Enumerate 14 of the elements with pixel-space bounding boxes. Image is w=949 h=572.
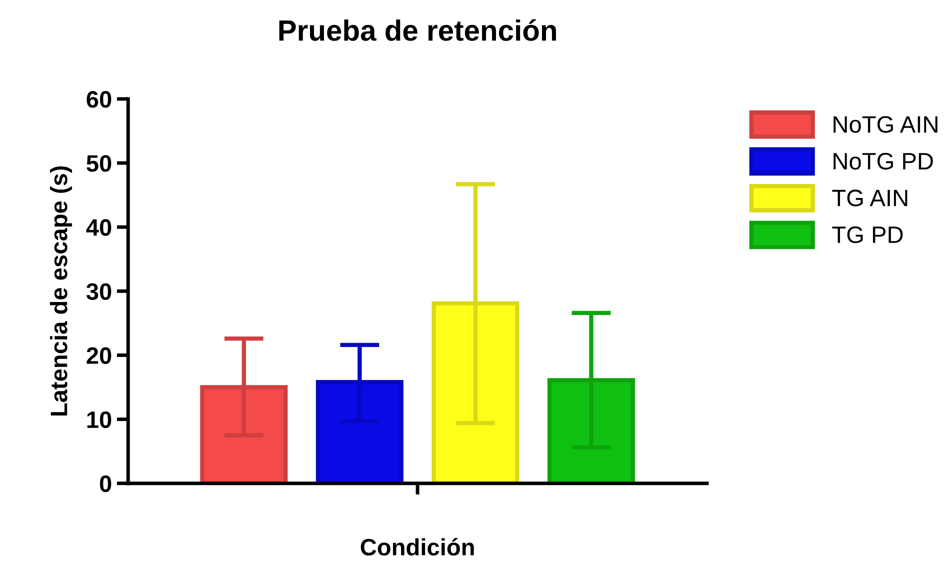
y-tick-label: 10 (87, 411, 112, 428)
y-tick-label: 20 (86, 347, 112, 364)
y-axis-title: Latencia de escape (s) (50, 166, 72, 416)
y-tick-label: 60 (86, 91, 112, 108)
legend-label: NoTG PD (834, 152, 933, 170)
y-tick-label: 30 (86, 283, 112, 300)
y-tick-label: 50 (86, 155, 112, 172)
y-tick-label: 0 (100, 475, 112, 492)
x-axis-title: Condición (360, 538, 474, 556)
y-tick-label: 40 (86, 219, 112, 236)
chart-title: Prueba de retención (279, 19, 556, 41)
legend-label: TG AIN (832, 190, 908, 206)
legend-label: TG PD (832, 226, 903, 244)
legend-label: NoTG AIN (834, 116, 938, 133)
